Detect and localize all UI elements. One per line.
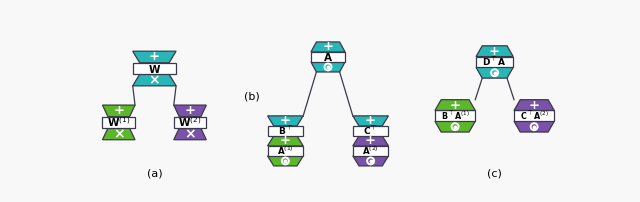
Text: ×: ×	[184, 127, 196, 141]
Polygon shape	[353, 116, 388, 126]
Text: +: +	[529, 99, 540, 112]
FancyBboxPatch shape	[132, 63, 176, 74]
Text: +: +	[184, 104, 196, 117]
FancyBboxPatch shape	[514, 110, 554, 121]
Text: $\mathbf{W}^{(1)}$: $\mathbf{W}^{(1)}$	[107, 116, 131, 129]
Polygon shape	[311, 42, 345, 52]
Polygon shape	[268, 136, 303, 146]
FancyBboxPatch shape	[174, 117, 206, 128]
Polygon shape	[311, 62, 345, 72]
FancyBboxPatch shape	[268, 126, 303, 136]
Polygon shape	[132, 51, 176, 63]
Text: +: +	[280, 134, 291, 147]
Text: +: +	[365, 134, 376, 147]
Polygon shape	[102, 105, 135, 117]
Polygon shape	[435, 121, 476, 132]
Text: $\mathbf{D}^\top\mathbf{A}$: $\mathbf{D}^\top\mathbf{A}$	[483, 56, 507, 68]
Polygon shape	[435, 100, 476, 110]
Polygon shape	[268, 156, 303, 166]
Polygon shape	[353, 136, 388, 146]
FancyBboxPatch shape	[102, 117, 135, 128]
Polygon shape	[174, 105, 206, 117]
Text: $\mathbf{W}$: $\mathbf{W}$	[148, 62, 161, 75]
Text: $\mathbf{A}^{(1)}$: $\mathbf{A}^{(1)}$	[277, 145, 294, 157]
Text: $\mathbf{C}^\top\mathbf{A}^{(2)}$: $\mathbf{C}^\top\mathbf{A}^{(2)}$	[520, 110, 548, 122]
Text: $\mathbf{W}^{(2)}$: $\mathbf{W}^{(2)}$	[179, 116, 202, 129]
Polygon shape	[514, 121, 554, 132]
Text: (b): (b)	[244, 92, 260, 102]
Polygon shape	[514, 100, 554, 110]
FancyBboxPatch shape	[435, 110, 476, 121]
Text: +: +	[149, 50, 160, 63]
Text: $\mathbf{C}^\top$: $\mathbf{C}^\top$	[363, 125, 378, 137]
Text: +: +	[450, 99, 461, 112]
Text: +: +	[323, 40, 333, 54]
Text: +: +	[489, 45, 500, 58]
Text: (c): (c)	[487, 169, 502, 179]
Polygon shape	[476, 67, 513, 78]
Polygon shape	[476, 46, 513, 57]
Text: $\mathbf{A}^{(2)}$: $\mathbf{A}^{(2)}$	[362, 145, 379, 157]
FancyBboxPatch shape	[311, 52, 345, 62]
FancyBboxPatch shape	[353, 126, 388, 136]
Text: $\mathbf{B}^\top$: $\mathbf{B}^\top$	[278, 125, 293, 137]
Text: (a): (a)	[147, 169, 162, 179]
Text: $\mathbf{B}^\top\mathbf{A}^{(1)}$: $\mathbf{B}^\top\mathbf{A}^{(1)}$	[440, 110, 470, 122]
Text: +: +	[280, 114, 291, 127]
Text: ×: ×	[148, 73, 160, 87]
Polygon shape	[353, 156, 388, 166]
Text: ×: ×	[113, 127, 125, 141]
Polygon shape	[174, 128, 206, 140]
FancyBboxPatch shape	[353, 146, 388, 156]
Polygon shape	[268, 116, 303, 126]
Polygon shape	[102, 128, 135, 140]
Text: +: +	[365, 114, 376, 127]
Polygon shape	[132, 74, 176, 86]
FancyBboxPatch shape	[476, 57, 513, 67]
Text: +: +	[113, 104, 124, 117]
Text: $\mathbf{A}$: $\mathbf{A}$	[323, 51, 333, 63]
FancyBboxPatch shape	[268, 146, 303, 156]
